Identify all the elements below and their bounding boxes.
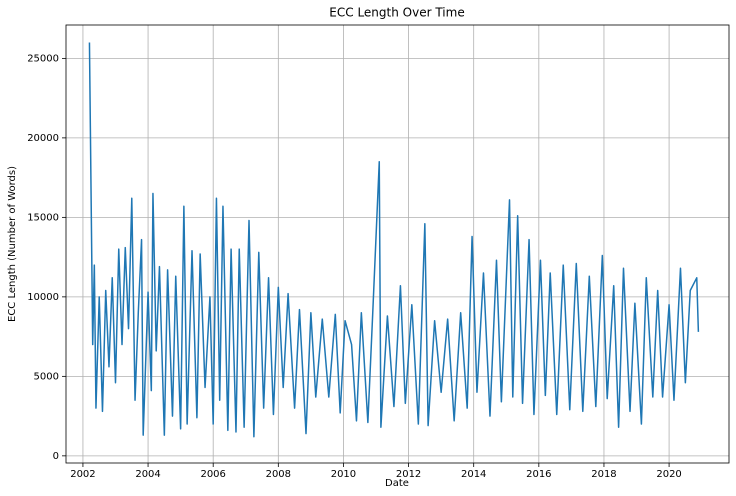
x-tick-label: 2002 — [70, 469, 95, 480]
x-axis-label: Date — [385, 478, 409, 489]
y-axis-label: ECC Length (Number of Words) — [7, 166, 18, 322]
x-tick-label: 2006 — [200, 469, 225, 480]
y-tick-label: 5000 — [34, 371, 59, 382]
data-line — [88, 42, 700, 438]
plot-frame — [65, 24, 730, 464]
y-tick-label: 20000 — [27, 133, 59, 144]
y-tick-label: 25000 — [27, 53, 59, 64]
x-tick-label: 2012 — [396, 469, 421, 480]
x-tick-label: 2008 — [266, 469, 291, 480]
x-tick-label: 2004 — [135, 469, 160, 480]
x-tick-label: 2010 — [331, 469, 356, 480]
x-tick-label: 2016 — [526, 469, 551, 480]
y-tick-label: 15000 — [27, 212, 59, 223]
x-tick-label: 2014 — [461, 469, 486, 480]
chart-title: ECC Length Over Time — [329, 6, 464, 20]
y-tick-label: 10000 — [27, 292, 59, 303]
x-tick-label: 2018 — [591, 469, 616, 480]
x-tick-label: 2020 — [656, 469, 681, 480]
y-tick-label: 0 — [53, 451, 59, 462]
